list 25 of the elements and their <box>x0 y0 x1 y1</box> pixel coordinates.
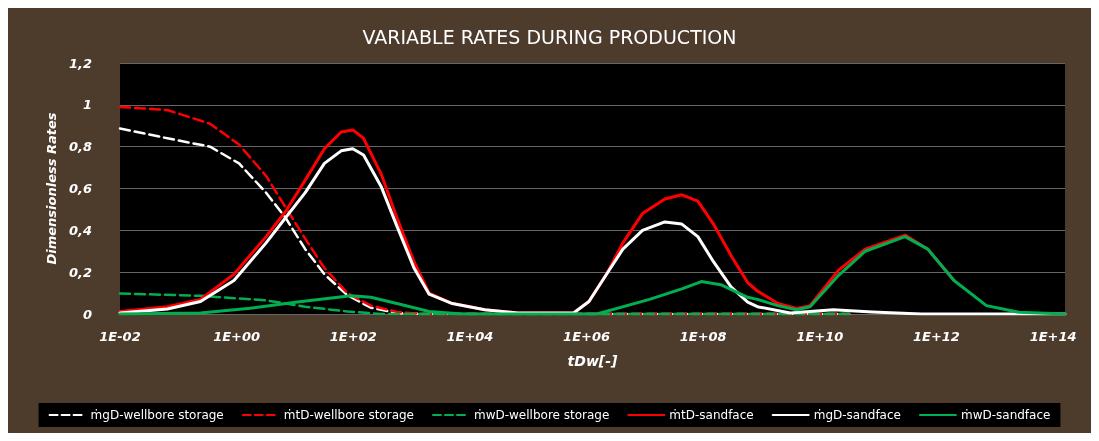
y-axis-title: Dimensionless Rates <box>44 112 59 265</box>
x-tick-label: 1E+06 <box>563 329 611 344</box>
y-tick-label: 1 <box>82 97 92 113</box>
legend-label: ṁgD-wellbore storage <box>90 408 224 422</box>
x-tick-label: 1E-02 <box>99 329 141 344</box>
legend-label: ṁgD-sandface <box>813 408 901 422</box>
x-tick-label: 1E+10 <box>796 329 844 344</box>
x-axis-title: tDw[-] <box>567 353 619 369</box>
chart-title: VARIABLE RATES DURING PRODUCTION <box>362 25 737 48</box>
y-tick-label: 0 <box>82 306 92 322</box>
x-tick-label: 1E+00 <box>213 329 261 344</box>
legend-label: ṁwD-wellbore storage <box>473 408 610 422</box>
legend-label: ṁwD-sandface <box>960 408 1051 422</box>
y-tick-label: 0,6 <box>68 181 92 196</box>
x-tick-label: 1E+14 <box>1029 329 1077 344</box>
y-tick-label: 0,4 <box>68 222 92 238</box>
x-tick-label: 1E+08 <box>679 329 727 344</box>
x-tick-label: 1E+12 <box>913 329 960 344</box>
y-tick-label: 0,8 <box>68 139 92 155</box>
y-tick-label: 0,2 <box>68 264 92 280</box>
legend-label: ṁtD-sandface <box>669 408 754 422</box>
y-tick-label: 1,2 <box>68 55 92 71</box>
legend-label: ṁtD-wellbore storage <box>283 408 414 422</box>
x-tick-label: 1E+04 <box>446 329 494 344</box>
x-tick-label: 1E+02 <box>329 329 377 344</box>
